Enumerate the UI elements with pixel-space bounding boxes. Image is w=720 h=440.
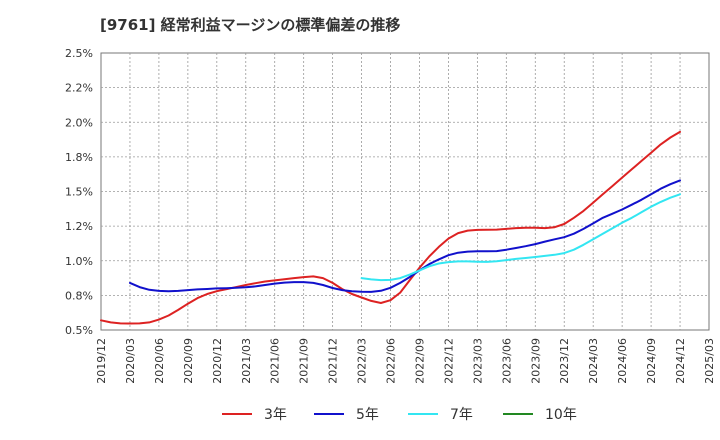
- legend-label: 7年: [450, 407, 473, 423]
- legend-swatch: [222, 413, 252, 415]
- legend-label: 5年: [356, 407, 379, 423]
- x-tick-label: 2023/06: [500, 338, 513, 384]
- x-tick-label: 2024/12: [674, 338, 687, 384]
- x-tick-label: 2022/12: [442, 338, 455, 384]
- y-tick-label: 0.5%: [65, 324, 93, 337]
- x-tick-label: 2021/09: [298, 338, 311, 384]
- chart-title: [9761] 経常利益マージンの標準偏差の推移: [100, 16, 401, 34]
- legend-item: 5年: [314, 402, 379, 426]
- series-lines: [100, 130, 681, 325]
- x-tick-label: 2022/09: [413, 338, 426, 384]
- x-tick-label: 2020/12: [211, 338, 224, 384]
- y-tick-label: 1.5%: [65, 186, 93, 199]
- legend-label: 3年: [264, 407, 287, 423]
- y-tick-label: 2.5%: [65, 47, 93, 60]
- legend-item: 10年: [503, 402, 577, 426]
- y-tick-label: 1.0%: [65, 255, 93, 268]
- series-line: [100, 130, 681, 325]
- x-tick-label: 2021/03: [240, 338, 253, 384]
- x-tick-label: 2023/03: [471, 338, 484, 384]
- x-tick-label: 2024/09: [645, 338, 658, 384]
- x-tick-label: 2019/12: [95, 338, 108, 384]
- legend-item: 3年: [222, 402, 287, 426]
- x-tick-label: 2021/12: [327, 338, 340, 384]
- x-tick-label: 2022/06: [385, 338, 398, 384]
- y-tick-label: 1.2%: [65, 220, 93, 233]
- series-line: [360, 193, 681, 282]
- legend: 3年 5年 7年 10年: [0, 402, 720, 426]
- x-tick-label: 2023/09: [529, 338, 542, 384]
- y-tick-label: 0.8%: [65, 289, 93, 302]
- x-tick-label: 2020/06: [153, 338, 166, 384]
- x-tick-label: 2022/03: [356, 338, 369, 384]
- x-tick-label: 2024/06: [616, 338, 629, 384]
- y-tick-label: 2.2%: [65, 82, 93, 95]
- x-tick-label: 2025/03: [703, 338, 716, 384]
- legend-swatch: [314, 413, 344, 415]
- legend-swatch: [503, 413, 533, 415]
- legend-item: 7年: [408, 402, 473, 426]
- x-tick-label: 2021/06: [269, 338, 282, 384]
- legend-swatch: [408, 413, 438, 415]
- y-tick-label: 1.8%: [65, 151, 93, 164]
- series-line: [129, 179, 681, 293]
- y-axis: 0.5% 0.8% 1.0% 1.2% 1.5% 1.8% 2.0% 2.2% 2.5%: [65, 47, 93, 337]
- x-axis: 2019/12 2020/03 2020/06 2020/09 2020/12 2021/…: [95, 338, 716, 384]
- legend-label: 10年: [545, 407, 577, 423]
- x-tick-label: 2020/09: [182, 338, 195, 384]
- x-tick-label: 2020/03: [124, 338, 137, 384]
- y-tick-label: 2.0%: [65, 116, 93, 129]
- x-tick-label: 2023/12: [558, 338, 571, 384]
- x-tick-label: 2024/03: [587, 338, 600, 384]
